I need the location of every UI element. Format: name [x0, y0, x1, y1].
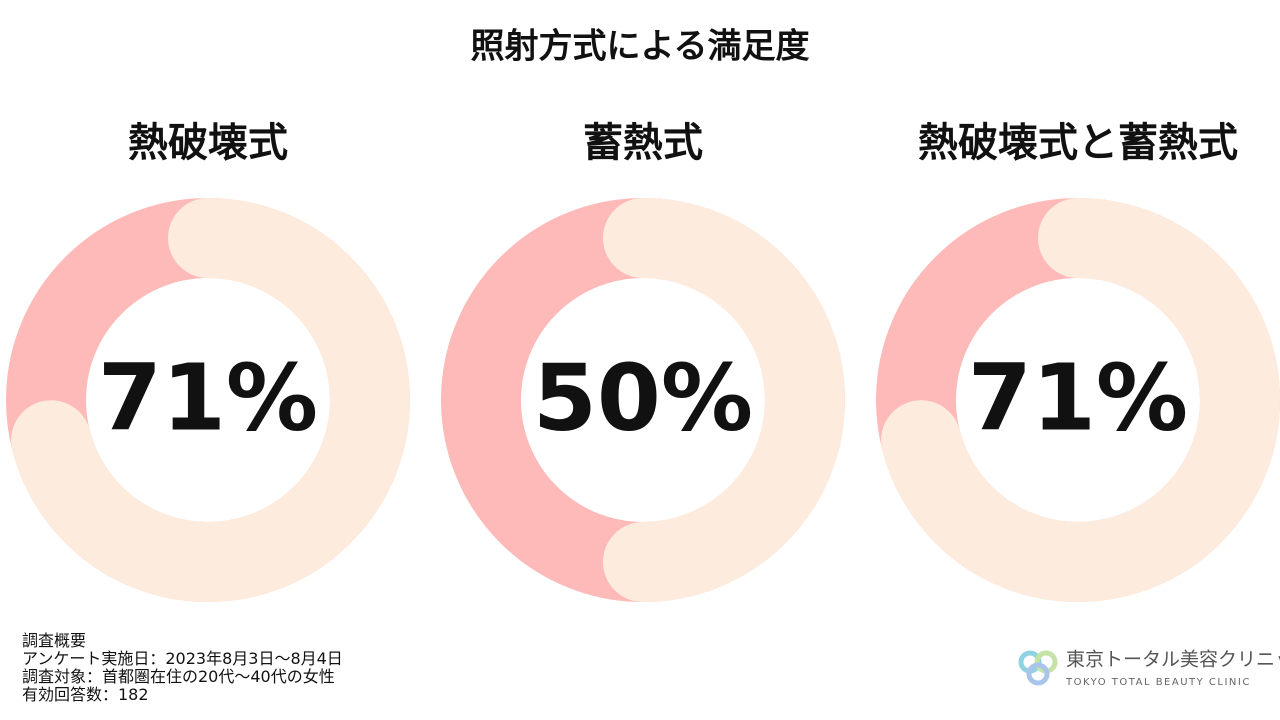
logo-subtitle: TOKYO TOTAL BEAUTY CLINIC — [1065, 677, 1251, 688]
logo: 東京トータル美容クリニック TOKYO TOTAL BEAUTY CLINIC — [1018, 649, 1280, 688]
survey-note: 調査概要 — [22, 631, 86, 650]
donut-arc — [603, 198, 845, 602]
survey-note: アンケート実施日：2023年8月3日〜8月4日 — [22, 649, 343, 668]
page-title: 照射方式による満足度 — [471, 27, 810, 67]
value-label: 50% — [533, 344, 753, 451]
logo-icon — [1026, 662, 1050, 686]
logo-name: 東京トータル美容クリニック — [1066, 649, 1280, 671]
value-label: 71% — [98, 344, 318, 451]
value-label: 71% — [968, 344, 1188, 451]
donut-arc — [11, 198, 410, 602]
chart-title: 熱破壊式と蓄熱式 — [918, 120, 1238, 166]
chart-title: 蓄熱式 — [583, 120, 703, 166]
survey-note: 調査対象：首都圏在住の20代〜40代の女性 — [22, 667, 335, 686]
survey-note: 有効回答数：182 — [22, 685, 149, 704]
donut-arc — [881, 198, 1280, 602]
chart-title: 熱破壊式 — [128, 120, 288, 166]
